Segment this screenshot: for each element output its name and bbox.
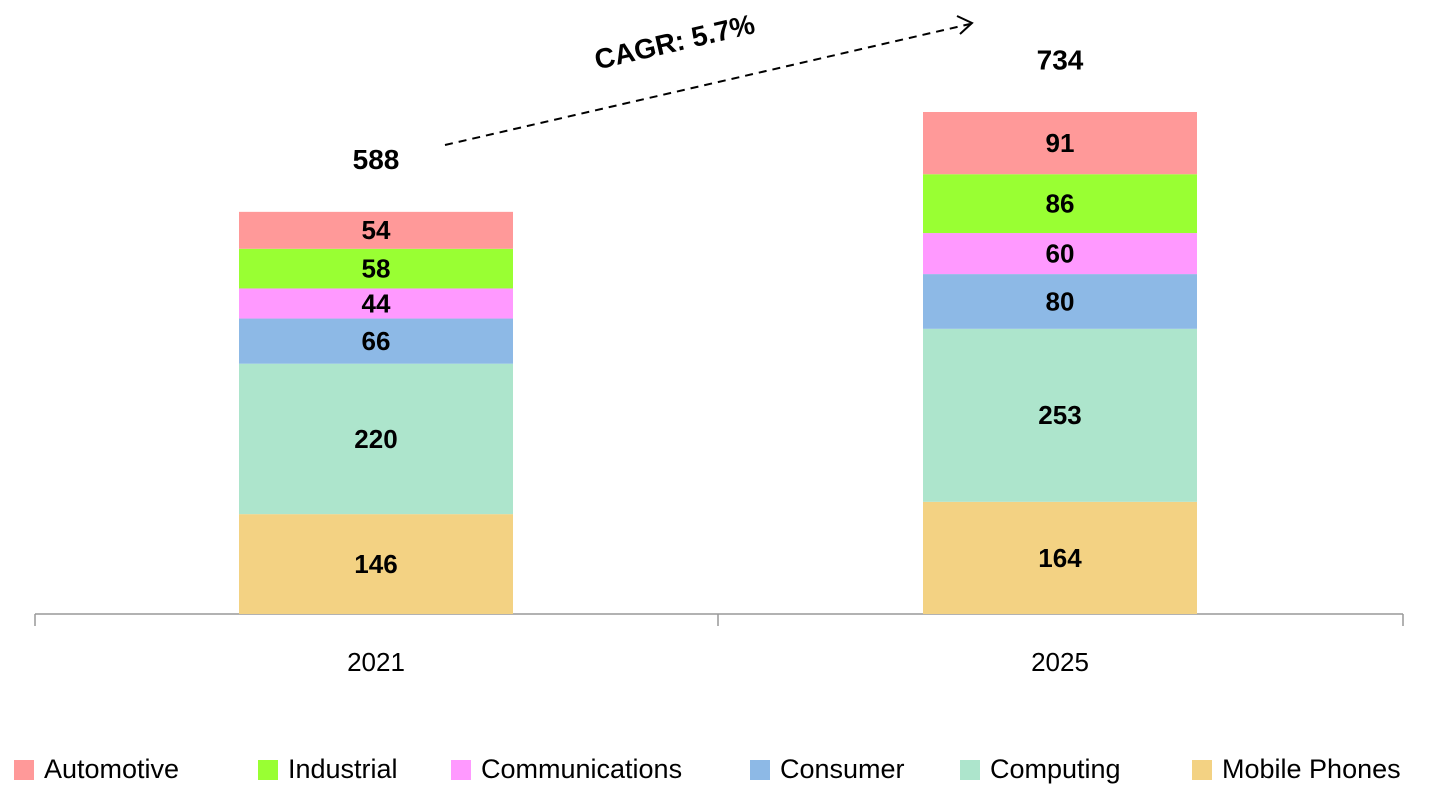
legend-swatch <box>258 760 278 780</box>
data-label: 220 <box>354 424 397 454</box>
data-label: 146 <box>354 549 397 579</box>
legend-swatch <box>960 760 980 780</box>
legend-label: Consumer <box>780 754 905 784</box>
bar-segment <box>239 363 513 515</box>
bar-segment <box>239 211 513 249</box>
bar-segment <box>923 501 1197 614</box>
x-tick-label: 2021 <box>347 647 405 677</box>
data-label: 66 <box>362 326 391 356</box>
bar-segment <box>923 112 1197 175</box>
bar-segment <box>239 318 513 364</box>
legend-label: Mobile Phones <box>1222 754 1401 784</box>
arrow-head <box>956 15 974 35</box>
legend-swatch <box>750 760 770 780</box>
total-label: 734 <box>1037 44 1084 75</box>
data-label: 60 <box>1046 238 1075 268</box>
bar-segment <box>239 248 513 289</box>
legend-label: Computing <box>990 754 1121 784</box>
total-label: 588 <box>353 144 400 175</box>
bar-segment <box>923 328 1197 502</box>
data-label: 91 <box>1046 128 1075 158</box>
data-label: 86 <box>1046 189 1075 219</box>
legend-swatch <box>14 760 34 780</box>
legend-label: Communications <box>481 754 682 784</box>
data-label: 54 <box>362 215 391 245</box>
bar-segment <box>239 514 513 614</box>
cagr-label: CAGR: 5.7% <box>591 8 757 75</box>
legend-label: Automotive <box>44 754 179 784</box>
legend-swatch <box>451 760 471 780</box>
data-label: 80 <box>1046 286 1075 316</box>
legend-label: Industrial <box>288 754 398 784</box>
data-label: 253 <box>1038 400 1081 430</box>
data-label: 44 <box>362 288 391 318</box>
legend-swatch <box>1192 760 1212 780</box>
cagr-arrow <box>444 23 971 146</box>
bar-segment <box>923 274 1197 329</box>
bar-segment <box>239 288 513 319</box>
bar-segment <box>923 233 1197 275</box>
data-label: 164 <box>1038 543 1082 573</box>
data-label: 58 <box>362 253 391 283</box>
x-tick-label: 2025 <box>1031 647 1089 677</box>
bar-segment <box>923 174 1197 234</box>
